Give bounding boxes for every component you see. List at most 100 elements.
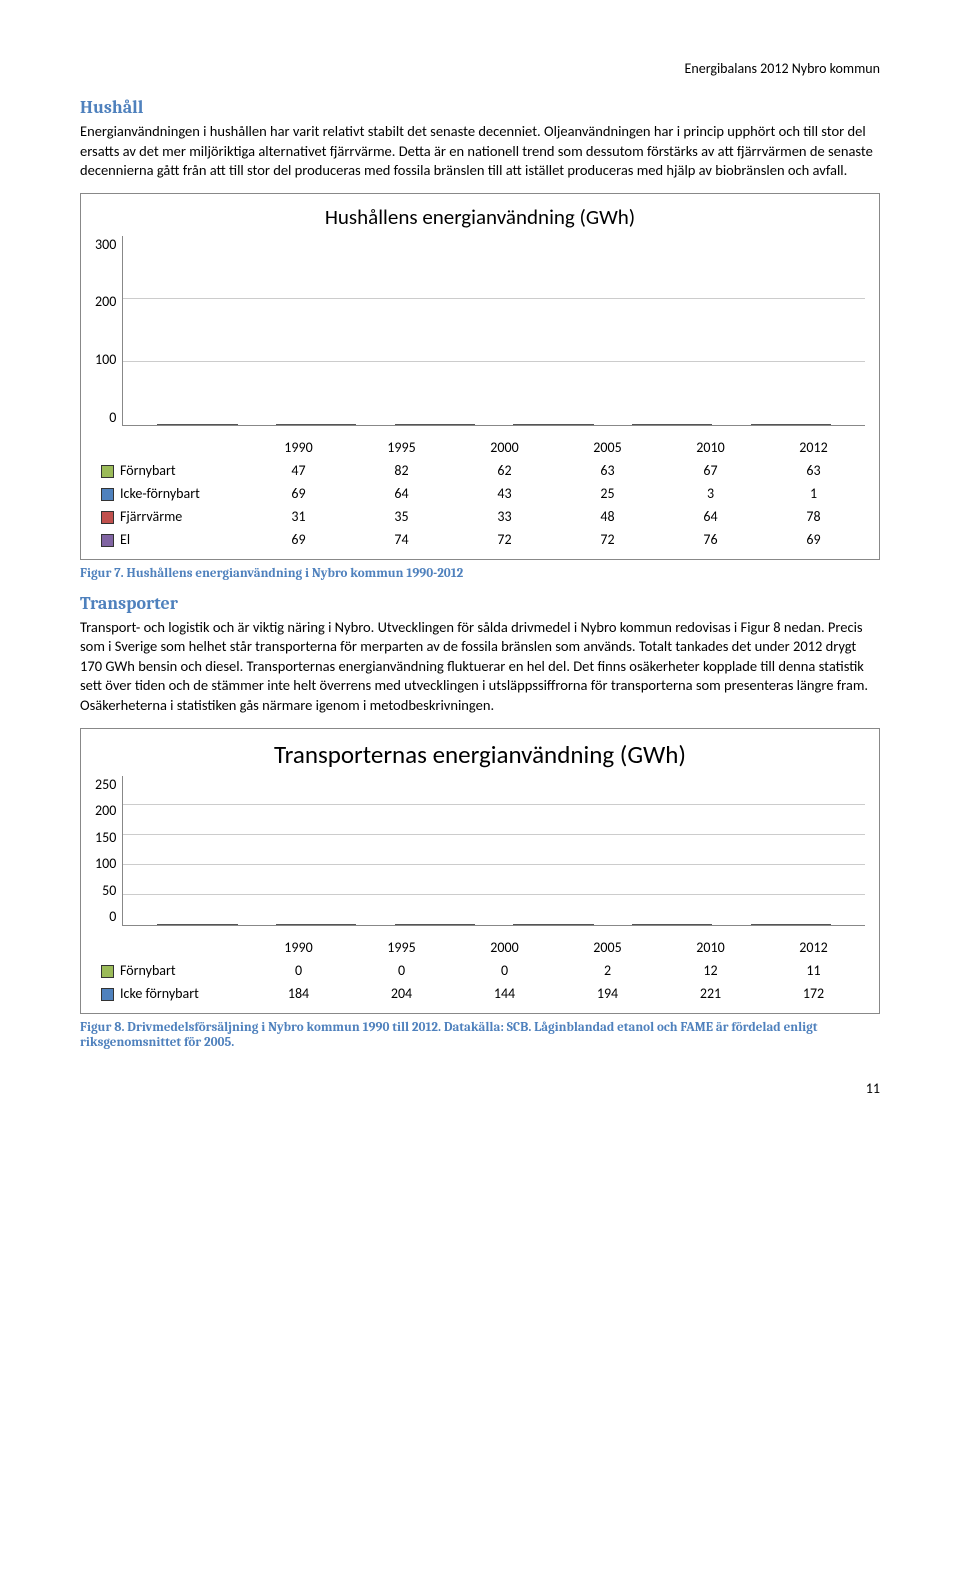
legend-swatch-icon (101, 988, 114, 1001)
section-body-transporter: Transport- och logistik och är viktig nä… (80, 618, 880, 716)
chart2-data-table: 199019952000200520102012Förnybart0002121… (95, 936, 865, 1005)
table-row: Icke förnybart184204144194221172 (95, 982, 865, 1005)
legend-swatch-icon (101, 488, 114, 501)
y-tick-label: 150 (95, 829, 116, 846)
y-tick-label: 0 (109, 409, 116, 426)
table-value-cell: 76 (659, 528, 762, 551)
table-value-cell: 69 (247, 528, 350, 551)
table-value-cell: 184 (247, 982, 350, 1005)
grid-line (123, 894, 865, 895)
table-header-row: 199019952000200520102012 (95, 436, 865, 459)
table-row: Icke-förnybart6964432531 (95, 482, 865, 505)
table-row: El697472727669 (95, 528, 865, 551)
y-tick-label: 100 (95, 855, 116, 872)
chart1-data-table: 199019952000200520102012Förnybart4782626… (95, 436, 865, 551)
table-value-cell: 221 (659, 982, 762, 1005)
table-year-cell: 2005 (556, 436, 659, 459)
section-title-hushall: Hushåll (80, 97, 880, 118)
y-tick-label: 100 (95, 351, 116, 368)
series-label-cell: Icke-förnybart (95, 482, 247, 505)
y-tick-label: 200 (95, 802, 116, 819)
grid-line (123, 361, 865, 362)
bar-column (751, 924, 831, 925)
chart1-y-axis: 300 200 100 0 (95, 236, 123, 426)
table-value-cell: 3 (659, 482, 762, 505)
legend-swatch-icon (101, 965, 114, 978)
section-title-transporter: Transporter (80, 593, 880, 614)
table-year-cell: 2000 (453, 436, 556, 459)
table-row: Förnybart478262636763 (95, 459, 865, 482)
grid-line (123, 834, 865, 835)
table-value-cell: 1 (762, 482, 865, 505)
table-value-cell: 43 (453, 482, 556, 505)
series-label-cell: Förnybart (95, 459, 247, 482)
chart2-container: Transporternas energianvändning (GWh) 2 5… (80, 728, 880, 1014)
chart2-plot (123, 776, 865, 926)
bar-column (513, 924, 593, 925)
table-value-cell: 144 (453, 982, 556, 1005)
bar-column (395, 424, 475, 425)
bar-column (632, 424, 712, 425)
table-value-cell: 11 (762, 959, 865, 982)
table-value-cell: 0 (247, 959, 350, 982)
grid-line (123, 864, 865, 865)
table-year-cell: 1995 (350, 936, 453, 959)
legend-swatch-icon (101, 511, 114, 524)
table-value-cell: 64 (350, 482, 453, 505)
table-year-cell: 1995 (350, 436, 453, 459)
legend-swatch-icon (101, 465, 114, 478)
table-year-cell: 2000 (453, 936, 556, 959)
table-value-cell: 172 (762, 982, 865, 1005)
table-value-cell: 64 (659, 505, 762, 528)
table-value-cell: 78 (762, 505, 865, 528)
bar-column (157, 924, 237, 925)
chart2-bars (123, 776, 865, 925)
table-value-cell: 48 (556, 505, 659, 528)
figure8-caption: Figur 8. Drivmedelsförsäljning i Nybro k… (80, 1020, 880, 1050)
bar-column (276, 924, 356, 925)
grid-line (123, 298, 865, 299)
series-label-cell: Fjärrvärme (95, 505, 247, 528)
y-tick-label: 200 (95, 293, 116, 310)
bar-column (513, 424, 593, 425)
table-value-cell: 25 (556, 482, 659, 505)
table-year-cell: 1990 (247, 436, 350, 459)
grid-line (123, 804, 865, 805)
section-body-hushall: Energianvändningen i hushållen har varit… (80, 122, 880, 181)
chart1-plot (123, 236, 865, 426)
page-header-right: Energibalans 2012 Nybro kommun (80, 60, 880, 77)
series-label-cell: Icke förnybart (95, 982, 247, 1005)
table-value-cell: 47 (247, 459, 350, 482)
table-value-cell: 72 (453, 528, 556, 551)
table-value-cell: 67 (659, 459, 762, 482)
table-year-cell: 2012 (762, 436, 865, 459)
table-value-cell: 69 (762, 528, 865, 551)
table-year-cell: 2010 (659, 936, 762, 959)
table-value-cell: 63 (556, 459, 659, 482)
table-value-cell: 69 (247, 482, 350, 505)
table-value-cell: 0 (453, 959, 556, 982)
figure7-caption: Figur 7. Hushållens energianvändning i N… (80, 566, 880, 581)
table-value-cell: 62 (453, 459, 556, 482)
table-value-cell: 74 (350, 528, 453, 551)
table-row: Förnybart00021211 (95, 959, 865, 982)
bar-column (395, 924, 475, 925)
chart2-title: Transporternas energianvändning (GWh) (95, 739, 865, 770)
table-year-cell: 2005 (556, 936, 659, 959)
series-label-cell: Förnybart (95, 959, 247, 982)
table-year-cell: 2010 (659, 436, 762, 459)
table-row: Fjärrvärme313533486478 (95, 505, 865, 528)
chart1-title: Hushållens energianvändning (GWh) (95, 204, 865, 230)
bar-column (157, 424, 237, 425)
y-tick-label: 300 (95, 236, 116, 253)
table-value-cell: 82 (350, 459, 453, 482)
legend-swatch-icon (101, 534, 114, 547)
table-blank-cell (95, 936, 247, 959)
table-value-cell: 2 (556, 959, 659, 982)
table-value-cell: 63 (762, 459, 865, 482)
page-number: 11 (80, 1080, 880, 1097)
table-year-cell: 2012 (762, 936, 865, 959)
table-value-cell: 12 (659, 959, 762, 982)
y-tick-label: 50 (102, 882, 116, 899)
bar-column (751, 424, 831, 425)
